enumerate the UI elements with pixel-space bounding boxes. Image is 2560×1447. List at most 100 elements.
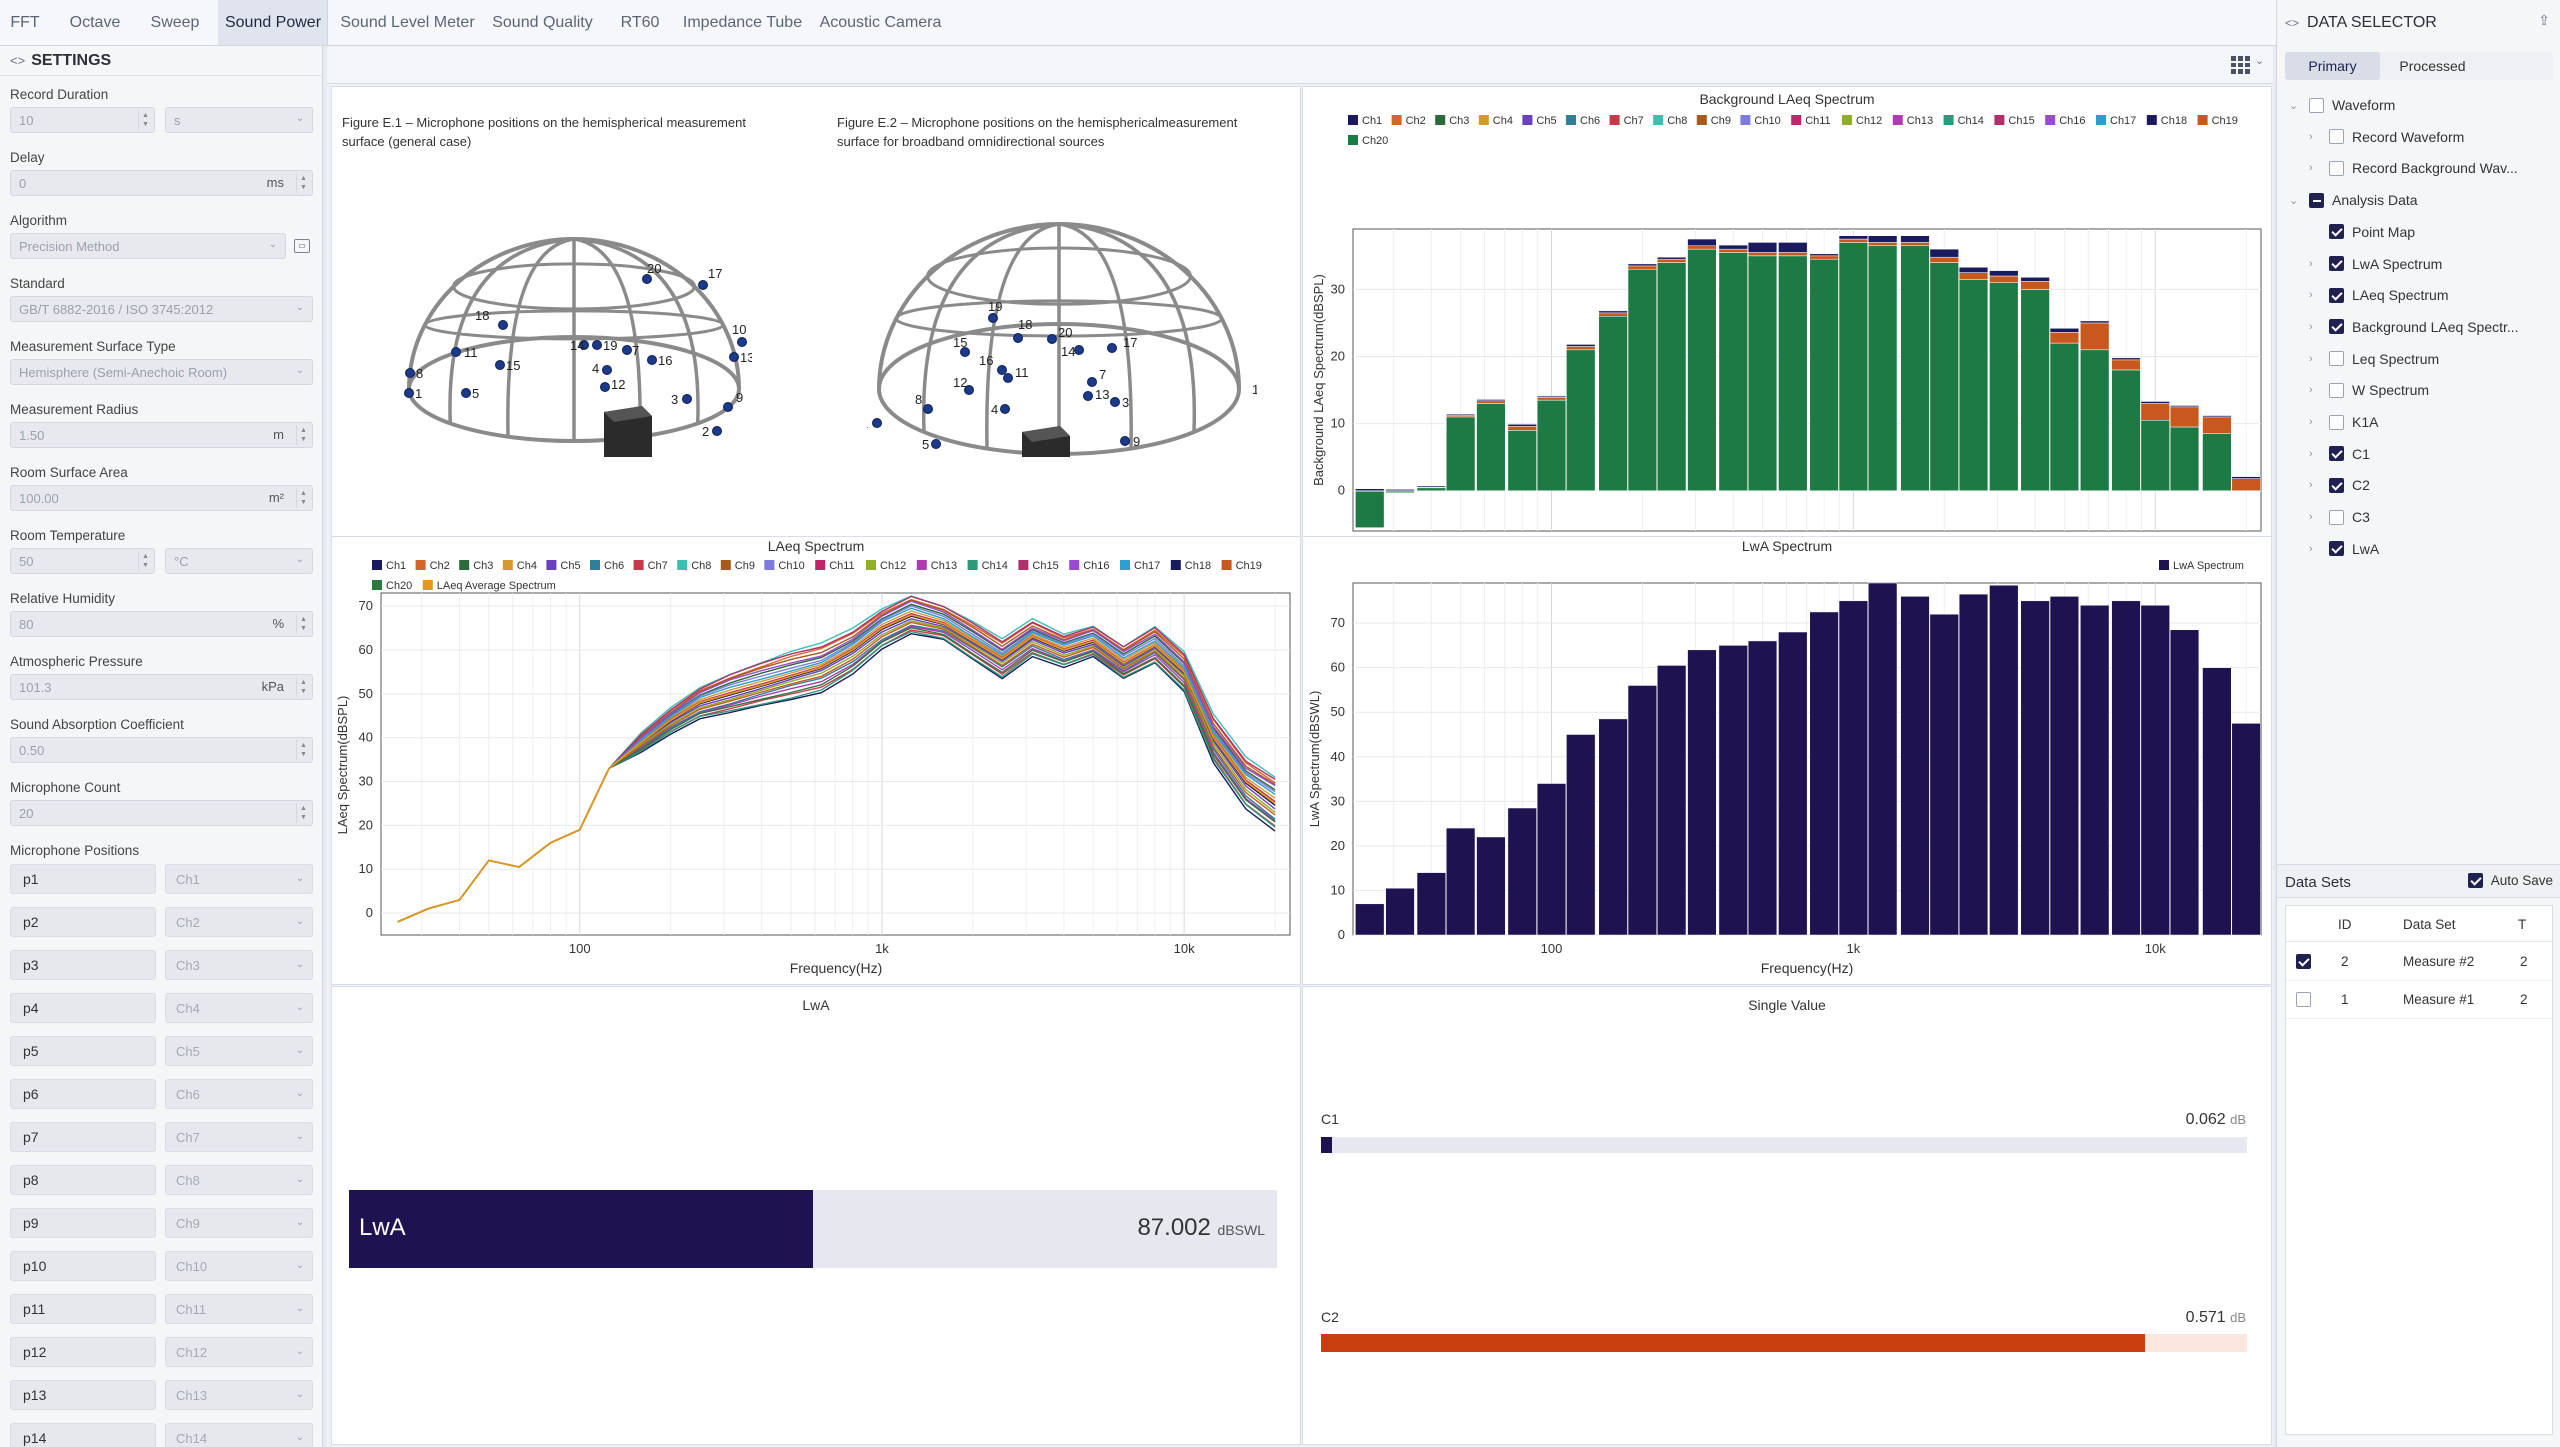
mic-channel-select[interactable]: Ch7 ⌄ <box>165 1122 313 1152</box>
tree-item[interactable]: › LAeq Spectrum <box>2309 287 2449 303</box>
collapse-icon[interactable]: <> <box>10 53 26 68</box>
chevron-right-icon[interactable]: › <box>2309 130 2313 143</box>
room-area-input[interactable]: 100.00 m² ▲ ▼ <box>10 485 313 511</box>
spinner-icon[interactable]: ▲ ▼ <box>296 488 310 508</box>
algorithm-select[interactable]: Precision Method ⌄ <box>10 233 286 259</box>
tree-item[interactable]: › Leq Spectrum <box>2309 351 2439 367</box>
tree-item[interactable]: Point Map <box>2309 224 2415 240</box>
chevron-down-icon[interactable]: ⌄ <box>2289 99 2299 112</box>
record-duration-input[interactable]: 10 ▲ ▼ <box>10 107 155 133</box>
tree-item[interactable]: › C1 <box>2309 446 2370 462</box>
humidity-input[interactable]: 80% ▲ ▼ <box>10 611 313 637</box>
chevron-right-icon[interactable]: › <box>2309 352 2313 365</box>
tree-item[interactable]: › K1A <box>2309 414 2378 430</box>
tree-item[interactable]: › W Spectrum <box>2309 382 2429 398</box>
mic-channel-select[interactable]: Ch1 ⌄ <box>165 864 313 894</box>
mic-channel-select[interactable]: Ch2 ⌄ <box>165 907 313 937</box>
tab-impedance-tube[interactable]: Impedance Tube <box>682 13 803 31</box>
tree-item-checkbox[interactable] <box>2329 509 2344 525</box>
tab-sound-power[interactable]: Sound Power <box>218 0 328 45</box>
chevron-right-icon[interactable]: › <box>2309 384 2313 397</box>
pressure-input[interactable]: 101.3 kPa ▲ ▼ <box>10 674 313 700</box>
table-row[interactable]: 2 Measure #2 2 <box>2286 943 2552 981</box>
chevron-right-icon[interactable]: › <box>2309 447 2313 460</box>
spinner-icon[interactable]: ▲ ▼ <box>138 110 152 130</box>
mic-count-input[interactable]: 20 ▲ ▼ <box>10 800 313 826</box>
tree-item-checkbox[interactable] <box>2329 382 2344 398</box>
tree-item-checkbox[interactable] <box>2329 477 2344 493</box>
chevron-right-icon[interactable]: › <box>2309 257 2313 270</box>
auto-save-toggle[interactable]: Auto Save <box>2467 873 2553 888</box>
tree-item[interactable]: › C3 <box>2309 509 2370 525</box>
tree-item-checkbox[interactable] <box>2329 319 2344 335</box>
tree-item[interactable]: › LwA Spectrum <box>2309 256 2442 272</box>
tab-sweep[interactable]: Sweep <box>150 13 200 31</box>
tree-item-checkbox[interactable] <box>2329 256 2344 271</box>
mic-channel-select[interactable]: Ch14 ⌄ <box>165 1423 313 1447</box>
collapse-icon[interactable]: <> <box>2285 16 2300 30</box>
tab-processed[interactable]: Processed <box>2399 58 2466 74</box>
delay-input[interactable]: 0 ms ▲ ▼ <box>10 170 313 196</box>
tree-item-checkbox[interactable] <box>2329 414 2344 430</box>
chevron-right-icon[interactable]: › <box>2309 320 2313 333</box>
radius-input[interactable]: 1.50 m ▲ ▼ <box>10 422 313 448</box>
tree-item-checkbox[interactable] <box>2329 160 2344 176</box>
record-duration-unit-select[interactable]: s ⌄ <box>165 107 313 133</box>
mic-channel-select[interactable]: Ch4 ⌄ <box>165 993 313 1023</box>
mic-channel-select[interactable]: Ch6 ⌄ <box>165 1079 313 1109</box>
export-icon[interactable]: ⇪ <box>2538 12 2550 28</box>
spinner-icon[interactable]: ▲ ▼ <box>138 551 152 571</box>
mic-channel-select[interactable]: Ch5 ⌄ <box>165 1036 313 1066</box>
tab-fft[interactable]: FFT <box>10 13 40 31</box>
chevron-right-icon[interactable]: › <box>2309 416 2313 428</box>
tree-item-checkbox[interactable] <box>2329 224 2344 240</box>
chevron-right-icon[interactable]: › <box>2309 511 2313 524</box>
mic-channel-select[interactable]: Ch3 ⌄ <box>165 950 313 980</box>
mic-channel-select[interactable]: Ch9 ⌄ <box>165 1208 313 1238</box>
table-row[interactable]: 1 Measure #1 2 <box>2286 981 2552 1019</box>
row-checkbox[interactable] <box>2296 992 2311 1007</box>
tree-item[interactable]: ⌄ Analysis Data <box>2289 192 2418 208</box>
settings-edit-icon[interactable]: ▭ <box>294 239 310 253</box>
grid-layout-icon[interactable] <box>2229 54 2251 76</box>
spinner-icon[interactable]: ▲ ▼ <box>296 677 310 697</box>
auto-save-checkbox[interactable] <box>2467 873 2483 888</box>
tab-octave[interactable]: Octave <box>69 13 121 31</box>
tree-item-checkbox[interactable] <box>2309 97 2324 113</box>
room-temp-unit-select[interactable]: °C ⌄ <box>165 548 313 574</box>
mic-channel-select[interactable]: Ch13 ⌄ <box>165 1380 313 1410</box>
tab-acoustic-camera[interactable]: Acoustic Camera <box>819 13 942 31</box>
spinner-icon[interactable]: ▲ ▼ <box>296 614 310 634</box>
mic-channel-select[interactable]: Ch8 ⌄ <box>165 1165 313 1195</box>
chevron-down-icon[interactable]: ⌄ <box>2289 194 2299 207</box>
mic-channel-select[interactable]: Ch10 ⌄ <box>165 1251 313 1281</box>
tree-item[interactable]: › C2 <box>2309 477 2370 493</box>
tree-item[interactable]: › Record Background Wav... <box>2309 160 2518 176</box>
row-checkbox[interactable] <box>2296 954 2311 969</box>
chevron-right-icon[interactable]: › <box>2309 162 2313 175</box>
tree-item-checkbox[interactable] <box>2329 446 2344 462</box>
spinner-icon[interactable]: ▲ ▼ <box>296 425 310 445</box>
tree-item[interactable]: › Record Waveform <box>2309 129 2464 145</box>
chevron-down-icon[interactable]: ⌄ <box>2255 55 2265 67</box>
tab-rt60[interactable]: RT60 <box>620 13 660 31</box>
tree-item-checkbox[interactable] <box>2329 541 2344 557</box>
room-temp-input[interactable]: 50 ▲ ▼ <box>10 548 155 574</box>
spinner-icon[interactable]: ▲ ▼ <box>296 803 310 823</box>
spinner-icon[interactable]: ▲ ▼ <box>296 173 310 193</box>
spinner-icon[interactable]: ▲ ▼ <box>296 740 310 760</box>
chevron-right-icon[interactable]: › <box>2309 542 2313 555</box>
tab-sound-quality[interactable]: Sound Quality <box>492 13 593 31</box>
tree-item-checkbox[interactable] <box>2309 192 2324 208</box>
tab-sound-level-meter[interactable]: Sound Level Meter <box>340 13 475 31</box>
surface-type-select[interactable]: Hemisphere (Semi-Anechoic Room) ⌄ <box>10 359 313 385</box>
tree-item-checkbox[interactable] <box>2329 287 2344 303</box>
absorption-input[interactable]: 0.50 ▲ ▼ <box>10 737 313 763</box>
tree-item-checkbox[interactable] <box>2329 351 2344 367</box>
standard-select[interactable]: GB/T 6882-2016 / ISO 3745:2012 ⌄ <box>10 296 313 322</box>
tree-item[interactable]: ⌄ Waveform <box>2289 97 2395 113</box>
tree-item[interactable]: › Background LAeq Spectr... <box>2309 319 2519 335</box>
chevron-right-icon[interactable]: › <box>2309 289 2313 302</box>
tree-item[interactable]: › LwA <box>2309 541 2379 557</box>
tab-primary[interactable]: Primary <box>2285 52 2380 80</box>
